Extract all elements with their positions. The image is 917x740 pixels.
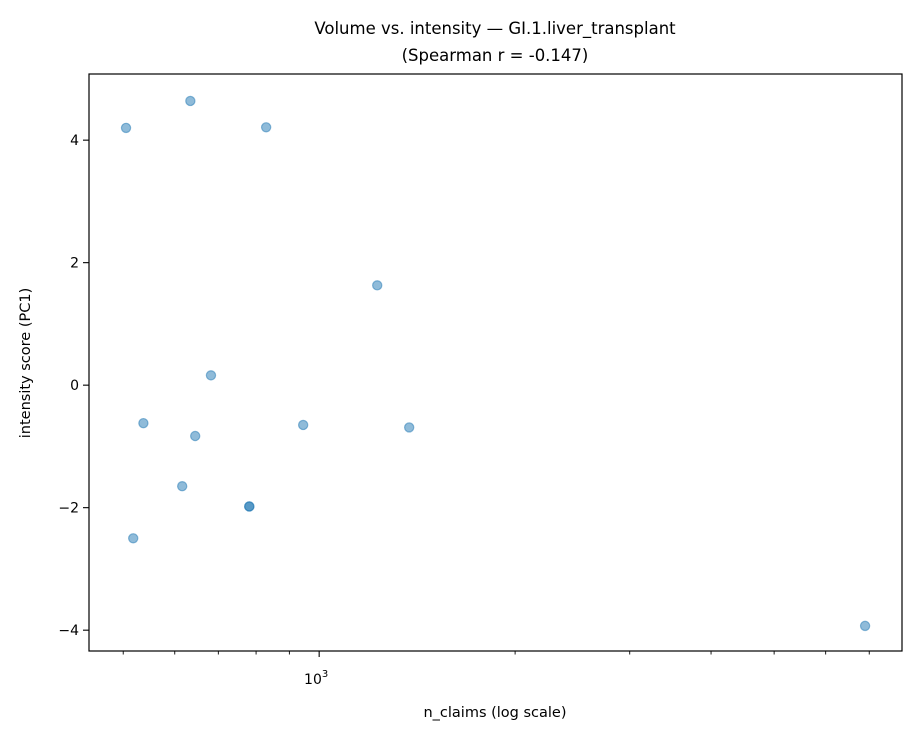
data-point: [372, 280, 383, 291]
chart-title: Volume vs. intensity — GI.1.liver_transp…: [314, 19, 676, 39]
chart-subtitle: (Spearman r = -0.147): [402, 46, 589, 65]
points-layer: [120, 95, 871, 632]
x-tick-label: 103: [304, 669, 328, 688]
x-axis-label: n_claims (log scale): [423, 705, 566, 721]
x-axis: 103: [122, 651, 870, 688]
data-point: [190, 430, 201, 442]
plot-frame: [88, 73, 903, 652]
data-point: [205, 370, 217, 381]
data-point: [128, 533, 139, 544]
y-tick-label: −2: [58, 501, 79, 517]
y-tick-label: 0: [70, 378, 79, 394]
data-point: [859, 620, 871, 632]
data-point: [260, 122, 272, 133]
y-tick-label: 4: [70, 133, 79, 149]
data-point: [297, 419, 309, 431]
data-point: [120, 122, 132, 134]
data-point: [138, 417, 149, 429]
y-tick-label: 2: [70, 256, 79, 272]
data-point: [403, 422, 415, 433]
data-point: [185, 95, 196, 107]
y-tick-label: −4: [58, 623, 79, 639]
data-point: [244, 501, 255, 512]
y-axis: −4 −2 0 2 4: [58, 133, 89, 639]
y-axis-label: intensity score (PC1): [18, 288, 34, 438]
data-point: [176, 481, 188, 492]
